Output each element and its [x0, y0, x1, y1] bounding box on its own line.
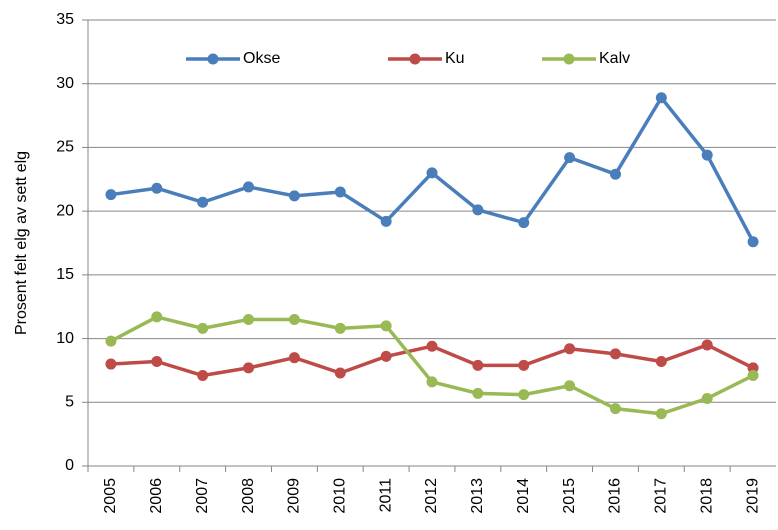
- data-point: [701, 339, 713, 351]
- x-tick-label: 2006: [148, 478, 165, 514]
- data-point: [518, 217, 530, 229]
- x-tick-label: 2009: [286, 478, 303, 514]
- data-point: [518, 359, 530, 371]
- data-point: [472, 204, 484, 216]
- y-tick-label: 0: [65, 457, 74, 474]
- data-point: [655, 92, 667, 104]
- data-point: [243, 362, 255, 374]
- data-point: [151, 356, 163, 368]
- data-point: [105, 358, 117, 370]
- y-tick-label: 35: [56, 11, 74, 28]
- data-point: [334, 322, 346, 334]
- data-point: [701, 392, 713, 404]
- x-tick-label: 2008: [240, 478, 257, 514]
- x-tick-label: 2017: [653, 478, 670, 514]
- x-tick-label: 2012: [423, 478, 440, 514]
- data-point: [426, 167, 438, 179]
- data-point: [288, 313, 300, 325]
- y-tick-label: 15: [56, 266, 74, 283]
- data-point: [105, 335, 117, 347]
- x-tick-label: 2007: [194, 478, 211, 514]
- data-point: [243, 181, 255, 193]
- y-tick-label: 20: [56, 202, 74, 219]
- data-point: [518, 389, 530, 401]
- y-tick-label: 30: [56, 75, 74, 92]
- x-tick-label: 2018: [698, 478, 715, 514]
- data-point: [701, 149, 713, 161]
- data-point: [747, 362, 759, 374]
- data-point: [243, 313, 255, 325]
- data-point: [747, 370, 759, 382]
- data-point: [197, 370, 209, 382]
- data-point: [288, 190, 300, 202]
- data-point: [380, 215, 392, 227]
- legend-label: Kalv: [599, 50, 630, 67]
- y-tick-label: 10: [56, 330, 74, 347]
- x-tick-label: 2014: [515, 478, 532, 514]
- data-point: [564, 343, 576, 355]
- x-tick-label: 2010: [331, 478, 348, 514]
- data-point: [609, 168, 621, 180]
- x-tick-label: 2015: [561, 478, 578, 514]
- data-point: [564, 380, 576, 392]
- legend-marker: [207, 53, 219, 65]
- data-point: [426, 340, 438, 352]
- data-point: [655, 356, 667, 368]
- data-point: [609, 348, 621, 360]
- y-axis-label: Prosent felt elg av sett elg: [13, 151, 30, 335]
- legend-label: Ku: [445, 50, 465, 67]
- data-point: [288, 352, 300, 364]
- data-point: [426, 376, 438, 388]
- data-point: [655, 408, 667, 420]
- data-point: [334, 367, 346, 379]
- data-point: [334, 186, 346, 198]
- data-point: [472, 387, 484, 399]
- x-tick-label: 2016: [607, 478, 624, 514]
- x-tick-label: 2013: [469, 478, 486, 514]
- data-point: [609, 403, 621, 415]
- legend-label: Okse: [243, 50, 280, 67]
- x-tick-label: 2019: [744, 478, 761, 514]
- data-point: [151, 182, 163, 194]
- series-line: [110, 315, 754, 416]
- data-point: [380, 350, 392, 362]
- data-point: [105, 189, 117, 201]
- data-point: [380, 320, 392, 332]
- data-point: [564, 152, 576, 164]
- x-tick-label: 2005: [102, 478, 119, 514]
- legend-marker: [563, 53, 575, 65]
- y-tick-label: 25: [56, 139, 74, 156]
- data-point: [472, 359, 484, 371]
- data-point: [197, 322, 209, 334]
- data-point: [197, 196, 209, 208]
- x-tick-label: 2011: [377, 478, 394, 513]
- data-point: [747, 236, 759, 248]
- y-tick-label: 5: [65, 394, 74, 411]
- legend-marker: [409, 53, 421, 65]
- data-point: [151, 311, 163, 323]
